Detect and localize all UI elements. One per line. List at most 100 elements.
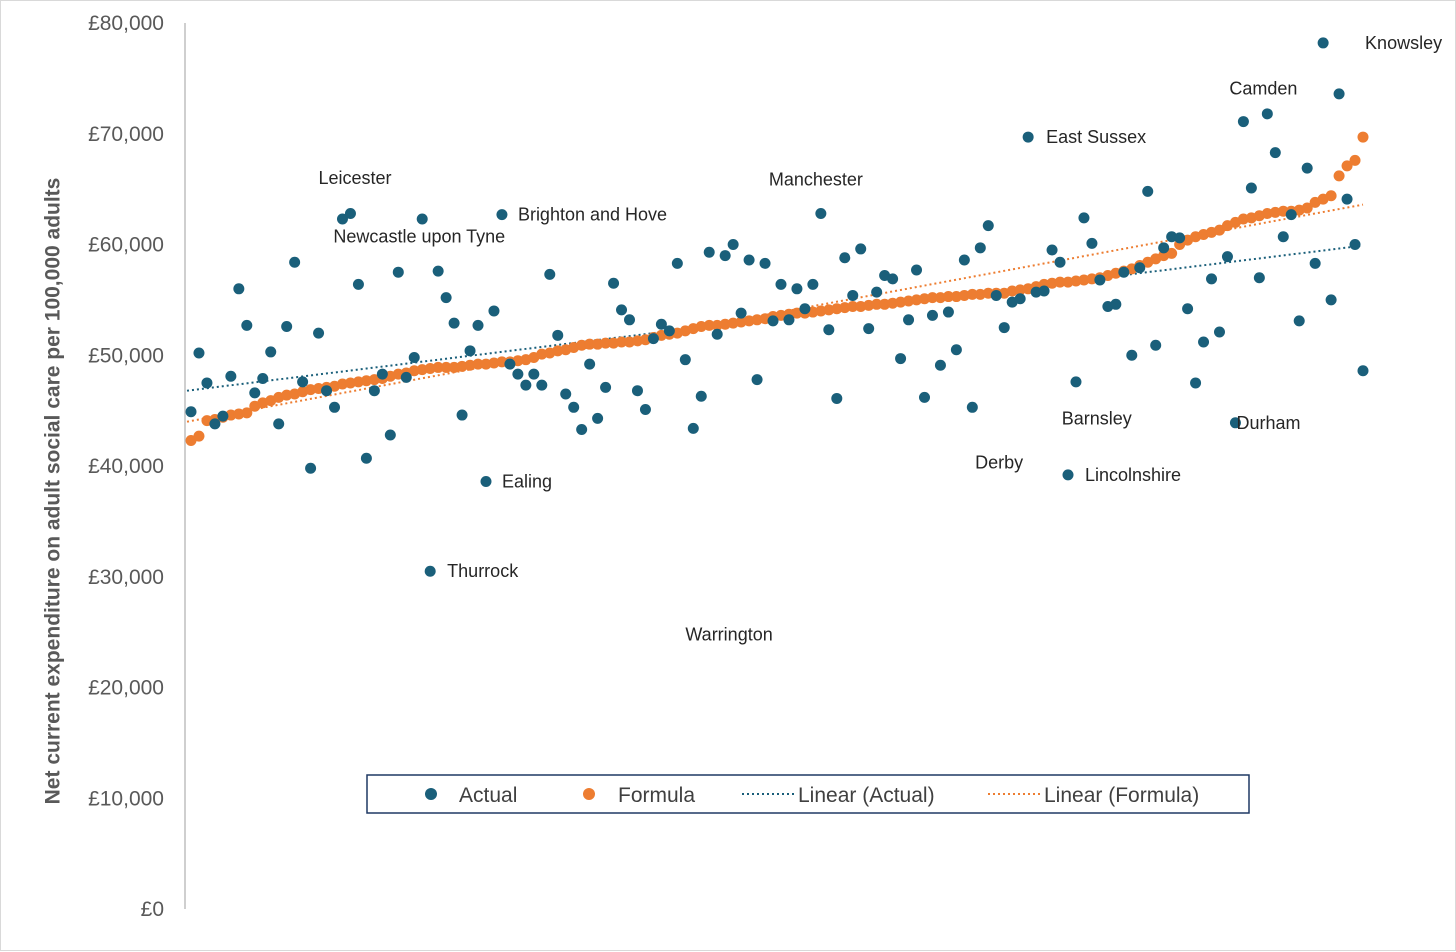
formula-point bbox=[1341, 160, 1353, 172]
actual-point bbox=[966, 401, 978, 413]
actual-point bbox=[225, 370, 237, 382]
annotation-label: Camden bbox=[1229, 79, 1297, 99]
actual-point bbox=[823, 324, 835, 336]
actual-point bbox=[775, 278, 787, 290]
actual-series bbox=[185, 37, 1369, 577]
actual-point bbox=[1134, 262, 1146, 274]
actual-point bbox=[472, 319, 484, 331]
y-tick-label: £30,000 bbox=[88, 566, 164, 589]
actual-point bbox=[576, 423, 588, 435]
actual-point bbox=[998, 322, 1010, 334]
y-tick-label: £10,000 bbox=[88, 787, 164, 810]
formula-point bbox=[1333, 170, 1345, 182]
actual-point bbox=[400, 371, 412, 383]
actual-point bbox=[743, 254, 755, 266]
formula-point bbox=[616, 336, 628, 348]
actual-point bbox=[608, 277, 620, 289]
actual-point bbox=[584, 358, 596, 370]
annotation-label: East Sussex bbox=[1046, 127, 1146, 147]
actual-point bbox=[1158, 242, 1170, 254]
actual-point bbox=[352, 278, 364, 290]
actual-point bbox=[480, 476, 492, 488]
y-axis-title: Net current expenditure on adult social … bbox=[42, 178, 65, 805]
formula-point bbox=[1166, 247, 1178, 259]
actual-point bbox=[1309, 257, 1321, 269]
actual-point bbox=[1110, 298, 1122, 310]
actual-point bbox=[711, 328, 723, 340]
actual-point bbox=[336, 213, 348, 225]
actual-point bbox=[847, 289, 859, 301]
legend-linear-formula-label: Linear (Formula) bbox=[1044, 784, 1199, 807]
actual-point bbox=[1349, 239, 1361, 250]
formula-point bbox=[241, 407, 253, 419]
actual-point bbox=[855, 243, 867, 255]
actual-point bbox=[1277, 231, 1289, 243]
actual-point bbox=[496, 209, 508, 221]
actual-point bbox=[464, 345, 476, 357]
actual-point bbox=[1118, 266, 1130, 278]
actual-point bbox=[1285, 209, 1297, 221]
actual-point bbox=[424, 565, 436, 577]
actual-point bbox=[1229, 417, 1241, 429]
actual-point bbox=[552, 329, 564, 341]
actual-point bbox=[241, 319, 253, 331]
annotation-label: Manchester bbox=[769, 169, 863, 189]
actual-point bbox=[568, 401, 580, 413]
actual-point bbox=[807, 278, 819, 290]
actual-point bbox=[408, 351, 420, 363]
actual-point bbox=[249, 387, 261, 399]
actual-point bbox=[982, 220, 994, 232]
actual-point bbox=[671, 257, 683, 269]
annotation-label: Warrington bbox=[685, 624, 772, 644]
actual-point bbox=[751, 374, 763, 386]
actual-point bbox=[1070, 376, 1082, 388]
actual-point bbox=[1094, 274, 1106, 286]
formula-point bbox=[926, 292, 938, 304]
actual-point bbox=[297, 376, 309, 388]
actual-point bbox=[512, 368, 524, 380]
actual-point bbox=[321, 385, 333, 397]
actual-point bbox=[791, 283, 803, 295]
annotation-label: Leicester bbox=[318, 168, 391, 188]
formula-point bbox=[1357, 131, 1369, 143]
actual-point bbox=[1301, 162, 1313, 174]
formula-point bbox=[600, 337, 612, 349]
actual-point bbox=[1293, 315, 1305, 327]
actual-point bbox=[799, 303, 811, 315]
actual-point bbox=[942, 306, 954, 318]
actual-point bbox=[1261, 108, 1273, 120]
actual-point bbox=[1206, 273, 1218, 285]
actual-point bbox=[1054, 256, 1066, 268]
point-annotations: Knowsley Camden East Sussex Leicester Manche… bbox=[318, 33, 1442, 644]
actual-point bbox=[1221, 251, 1233, 263]
actual-point bbox=[887, 273, 899, 285]
legend-actual-label: Actual bbox=[459, 784, 517, 807]
actual-point bbox=[344, 207, 356, 219]
formula-point bbox=[703, 319, 715, 331]
formula-point bbox=[584, 338, 596, 350]
actual-point bbox=[1253, 272, 1265, 284]
actual-point bbox=[313, 327, 325, 339]
actual-point bbox=[1333, 88, 1345, 100]
formula-point bbox=[871, 298, 883, 310]
actual-point bbox=[895, 353, 907, 365]
actual-point bbox=[990, 289, 1002, 301]
y-tick-label: £0 bbox=[141, 898, 164, 921]
actual-point bbox=[257, 373, 269, 385]
actual-point bbox=[1142, 185, 1154, 197]
actual-point bbox=[193, 347, 205, 359]
trendlines bbox=[186, 203, 1364, 423]
actual-point bbox=[233, 283, 245, 295]
actual-point bbox=[560, 388, 572, 400]
formula-point bbox=[1325, 190, 1337, 202]
formula-point bbox=[1301, 202, 1313, 214]
actual-point bbox=[695, 390, 707, 402]
actual-point bbox=[592, 412, 604, 424]
annotation-label: Brighton and Hove bbox=[518, 205, 667, 225]
actual-point bbox=[1317, 37, 1329, 49]
actual-point bbox=[504, 358, 516, 370]
actual-point bbox=[209, 418, 221, 430]
annotation-label: Ealing bbox=[502, 472, 552, 492]
actual-point bbox=[376, 368, 388, 380]
